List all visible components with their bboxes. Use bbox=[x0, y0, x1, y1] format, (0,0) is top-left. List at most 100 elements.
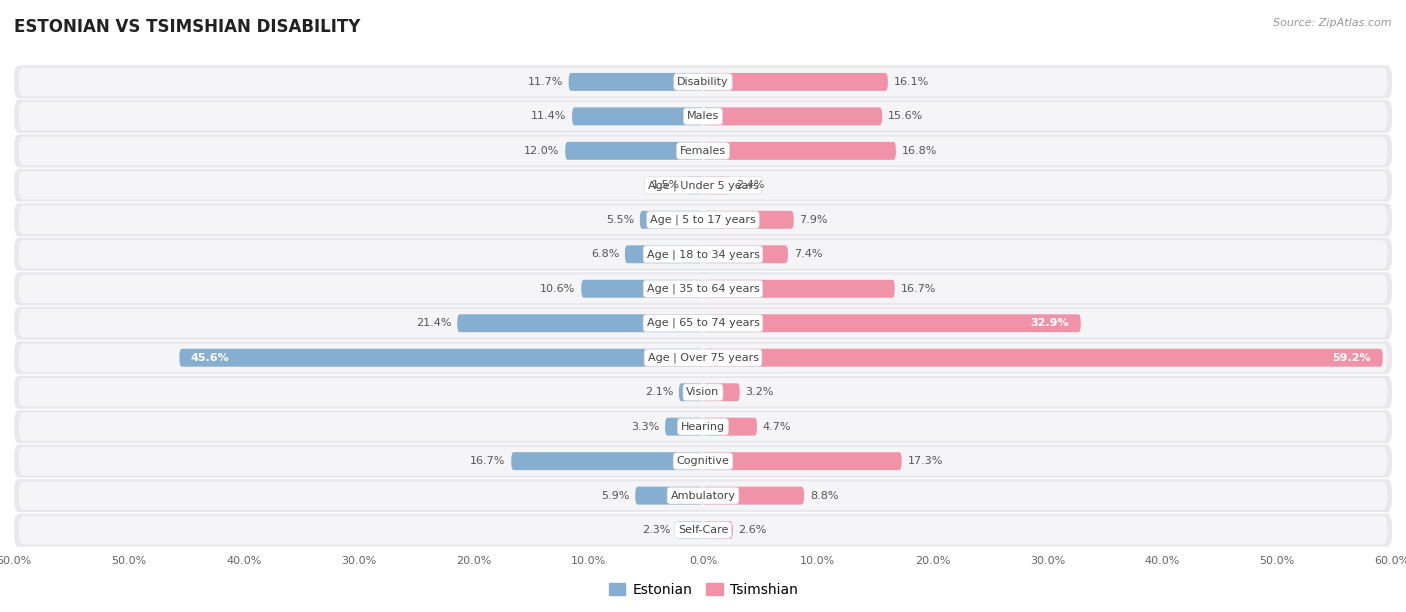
Text: Age | Under 5 years: Age | Under 5 years bbox=[648, 180, 758, 190]
FancyBboxPatch shape bbox=[18, 516, 1388, 544]
FancyBboxPatch shape bbox=[703, 280, 894, 297]
FancyBboxPatch shape bbox=[14, 376, 1392, 409]
Text: Age | 35 to 64 years: Age | 35 to 64 years bbox=[647, 283, 759, 294]
FancyBboxPatch shape bbox=[703, 142, 896, 160]
FancyBboxPatch shape bbox=[18, 412, 1388, 441]
Text: 6.8%: 6.8% bbox=[591, 249, 619, 259]
FancyBboxPatch shape bbox=[665, 418, 703, 436]
Text: 16.1%: 16.1% bbox=[894, 77, 929, 87]
FancyBboxPatch shape bbox=[686, 176, 703, 194]
FancyBboxPatch shape bbox=[572, 107, 703, 125]
FancyBboxPatch shape bbox=[14, 65, 1392, 99]
FancyBboxPatch shape bbox=[18, 102, 1388, 130]
Text: Age | 65 to 74 years: Age | 65 to 74 years bbox=[647, 318, 759, 329]
Text: 17.3%: 17.3% bbox=[907, 456, 943, 466]
Text: Age | 5 to 17 years: Age | 5 to 17 years bbox=[650, 215, 756, 225]
FancyBboxPatch shape bbox=[703, 211, 794, 229]
Text: Age | 18 to 34 years: Age | 18 to 34 years bbox=[647, 249, 759, 259]
FancyBboxPatch shape bbox=[14, 169, 1392, 202]
FancyBboxPatch shape bbox=[14, 134, 1392, 168]
Text: 16.8%: 16.8% bbox=[901, 146, 936, 156]
FancyBboxPatch shape bbox=[703, 487, 804, 505]
Text: 45.6%: 45.6% bbox=[191, 353, 229, 363]
FancyBboxPatch shape bbox=[703, 418, 756, 436]
Text: 11.4%: 11.4% bbox=[531, 111, 567, 121]
FancyBboxPatch shape bbox=[180, 349, 703, 367]
Text: 15.6%: 15.6% bbox=[887, 111, 924, 121]
Text: 16.7%: 16.7% bbox=[470, 456, 506, 466]
Text: 21.4%: 21.4% bbox=[416, 318, 451, 328]
FancyBboxPatch shape bbox=[18, 136, 1388, 165]
FancyBboxPatch shape bbox=[18, 447, 1388, 476]
FancyBboxPatch shape bbox=[703, 107, 882, 125]
Text: 3.3%: 3.3% bbox=[631, 422, 659, 431]
FancyBboxPatch shape bbox=[679, 383, 703, 401]
Text: Cognitive: Cognitive bbox=[676, 456, 730, 466]
Text: 2.4%: 2.4% bbox=[737, 181, 765, 190]
FancyBboxPatch shape bbox=[581, 280, 703, 297]
Text: 5.5%: 5.5% bbox=[606, 215, 634, 225]
Text: 16.7%: 16.7% bbox=[900, 284, 936, 294]
Text: 7.9%: 7.9% bbox=[800, 215, 828, 225]
FancyBboxPatch shape bbox=[14, 307, 1392, 340]
Text: 8.8%: 8.8% bbox=[810, 491, 838, 501]
FancyBboxPatch shape bbox=[703, 521, 733, 539]
FancyBboxPatch shape bbox=[18, 275, 1388, 303]
FancyBboxPatch shape bbox=[568, 73, 703, 91]
Text: 7.4%: 7.4% bbox=[794, 249, 823, 259]
Text: Ambulatory: Ambulatory bbox=[671, 491, 735, 501]
FancyBboxPatch shape bbox=[512, 452, 703, 470]
Text: Vision: Vision bbox=[686, 387, 720, 397]
FancyBboxPatch shape bbox=[703, 383, 740, 401]
Text: 4.7%: 4.7% bbox=[762, 422, 792, 431]
FancyBboxPatch shape bbox=[703, 73, 887, 91]
FancyBboxPatch shape bbox=[18, 206, 1388, 234]
FancyBboxPatch shape bbox=[18, 171, 1388, 200]
Text: 5.9%: 5.9% bbox=[602, 491, 630, 501]
Text: Source: ZipAtlas.com: Source: ZipAtlas.com bbox=[1274, 18, 1392, 28]
Text: Disability: Disability bbox=[678, 77, 728, 87]
FancyBboxPatch shape bbox=[14, 513, 1392, 547]
Text: 1.5%: 1.5% bbox=[652, 181, 681, 190]
Text: Self-Care: Self-Care bbox=[678, 525, 728, 535]
FancyBboxPatch shape bbox=[18, 378, 1388, 406]
Text: 2.6%: 2.6% bbox=[738, 525, 766, 535]
FancyBboxPatch shape bbox=[14, 410, 1392, 443]
Text: 10.6%: 10.6% bbox=[540, 284, 575, 294]
FancyBboxPatch shape bbox=[703, 315, 1081, 332]
FancyBboxPatch shape bbox=[14, 237, 1392, 271]
Text: 2.1%: 2.1% bbox=[645, 387, 673, 397]
FancyBboxPatch shape bbox=[14, 479, 1392, 512]
FancyBboxPatch shape bbox=[703, 349, 1382, 367]
FancyBboxPatch shape bbox=[703, 452, 901, 470]
Text: 59.2%: 59.2% bbox=[1333, 353, 1371, 363]
FancyBboxPatch shape bbox=[18, 68, 1388, 96]
Text: 32.9%: 32.9% bbox=[1031, 318, 1070, 328]
Legend: Estonian, Tsimshian: Estonian, Tsimshian bbox=[603, 578, 803, 603]
Text: 2.3%: 2.3% bbox=[643, 525, 671, 535]
FancyBboxPatch shape bbox=[14, 100, 1392, 133]
FancyBboxPatch shape bbox=[14, 341, 1392, 375]
Text: 3.2%: 3.2% bbox=[745, 387, 773, 397]
Text: Hearing: Hearing bbox=[681, 422, 725, 431]
FancyBboxPatch shape bbox=[457, 315, 703, 332]
FancyBboxPatch shape bbox=[640, 211, 703, 229]
Text: ESTONIAN VS TSIMSHIAN DISABILITY: ESTONIAN VS TSIMSHIAN DISABILITY bbox=[14, 18, 360, 36]
Text: Males: Males bbox=[688, 111, 718, 121]
FancyBboxPatch shape bbox=[18, 343, 1388, 372]
FancyBboxPatch shape bbox=[676, 521, 703, 539]
FancyBboxPatch shape bbox=[18, 240, 1388, 269]
FancyBboxPatch shape bbox=[703, 245, 787, 263]
Text: Age | Over 75 years: Age | Over 75 years bbox=[648, 353, 758, 363]
FancyBboxPatch shape bbox=[624, 245, 703, 263]
FancyBboxPatch shape bbox=[14, 203, 1392, 236]
Text: 11.7%: 11.7% bbox=[527, 77, 562, 87]
FancyBboxPatch shape bbox=[703, 176, 731, 194]
FancyBboxPatch shape bbox=[18, 309, 1388, 337]
FancyBboxPatch shape bbox=[18, 482, 1388, 510]
FancyBboxPatch shape bbox=[565, 142, 703, 160]
FancyBboxPatch shape bbox=[14, 272, 1392, 305]
Text: Females: Females bbox=[681, 146, 725, 156]
FancyBboxPatch shape bbox=[636, 487, 703, 505]
FancyBboxPatch shape bbox=[14, 444, 1392, 478]
